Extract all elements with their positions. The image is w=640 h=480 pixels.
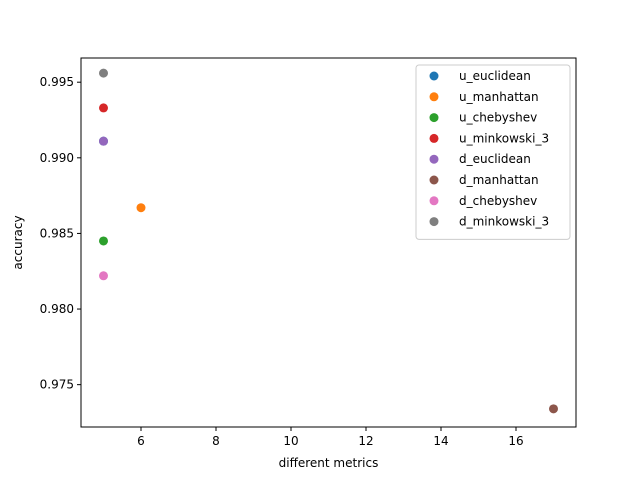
legend-label: u_manhattan	[459, 90, 539, 104]
x-tick-label: 10	[283, 434, 298, 448]
x-axis-label: different metrics	[279, 456, 379, 470]
x-tick-label: 14	[433, 434, 448, 448]
legend-marker	[429, 71, 439, 81]
y-tick-label: 0.985	[40, 226, 74, 240]
x-tick-label: 12	[358, 434, 373, 448]
point-d-euclidean	[99, 136, 108, 146]
point-u-chebyshev	[99, 236, 108, 246]
point-u-minkowski-3	[99, 103, 108, 113]
x-tick-label: 16	[508, 434, 523, 448]
legend-marker	[429, 92, 439, 102]
legend-label: u_euclidean	[459, 69, 531, 83]
point-d-minkowski-3	[99, 68, 108, 78]
legend-marker	[429, 175, 439, 185]
y-tick-label: 0.990	[40, 151, 74, 165]
point-d-chebyshev	[99, 271, 108, 281]
y-tick-label: 0.995	[40, 75, 74, 89]
x-tick-label: 6	[137, 434, 145, 448]
legend-label: d_chebyshev	[459, 194, 537, 208]
y-tick-label: 0.975	[40, 378, 74, 392]
legend: u_euclidean u_manhattan u_chebyshev u_minko…	[415, 64, 571, 240]
x-axis: 6 8 10 12 14 16	[137, 427, 524, 448]
legend-marker	[429, 154, 439, 164]
legend-label: u_chebyshev	[459, 111, 537, 125]
legend-marker	[429, 196, 439, 206]
axes-frame	[80, 57, 577, 428]
legend-marker	[429, 217, 439, 227]
legend-label: d_manhattan	[459, 173, 539, 187]
y-tick-label: 0.980	[40, 302, 74, 316]
legend-label: d_minkowski_3	[459, 215, 549, 229]
x-tick-label: 8	[212, 434, 220, 448]
point-d-manhattan	[549, 404, 558, 414]
data-points	[99, 68, 558, 414]
legend-label: u_minkowski_3	[459, 131, 549, 145]
y-axis-label: accuracy	[11, 215, 25, 269]
point-u-manhattan	[136, 203, 146, 213]
legend-box	[415, 64, 571, 240]
legend-marker	[429, 113, 439, 123]
y-axis: 0.975 0.980 0.985 0.990 0.995	[40, 75, 81, 392]
legend-marker	[429, 133, 439, 143]
legend-label: d_euclidean	[459, 152, 531, 166]
